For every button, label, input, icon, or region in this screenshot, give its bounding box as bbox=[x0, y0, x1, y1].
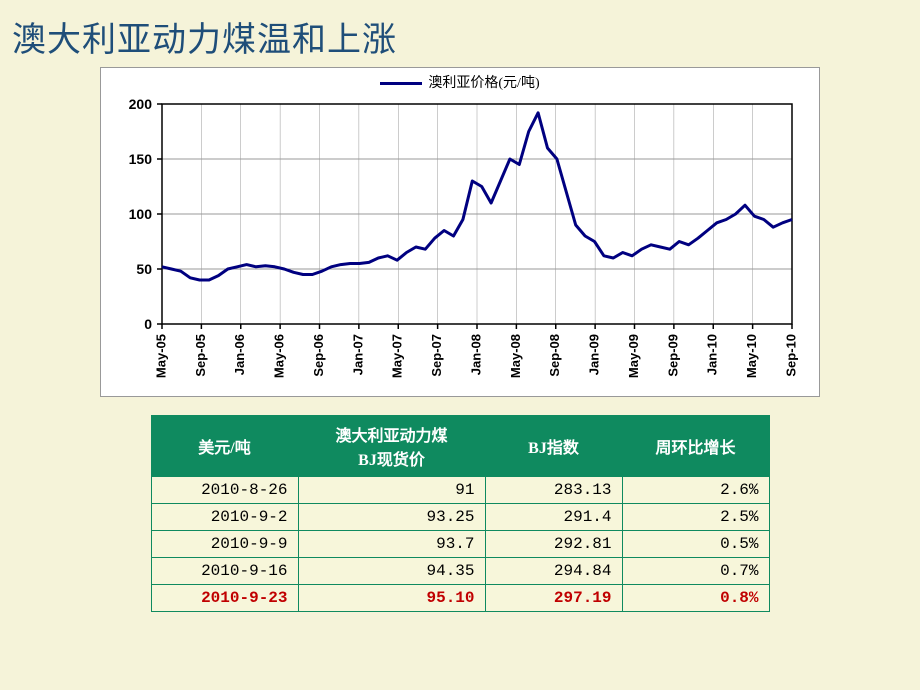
svg-text:200: 200 bbox=[129, 96, 153, 112]
table-cell: 93.7 bbox=[298, 531, 485, 558]
table-col-header: 周环比增长 bbox=[622, 416, 769, 477]
table-cell: 0.7% bbox=[622, 558, 769, 585]
table-cell: 2010-9-16 bbox=[151, 558, 298, 585]
svg-text:Jan-07: Jan-07 bbox=[350, 334, 365, 375]
table-cell: 283.13 bbox=[485, 477, 622, 504]
table-cell: 294.84 bbox=[485, 558, 622, 585]
table-cell: 91 bbox=[298, 477, 485, 504]
svg-text:150: 150 bbox=[129, 151, 153, 167]
table-cell: 291.4 bbox=[485, 504, 622, 531]
table-cell: 2.6% bbox=[622, 477, 769, 504]
table-col-header: 美元/吨 bbox=[151, 416, 298, 477]
svg-text:100: 100 bbox=[129, 206, 153, 222]
svg-text:Sep-10: Sep-10 bbox=[783, 334, 798, 377]
chart-legend: 澳利亚价格(元/吨) bbox=[107, 72, 813, 92]
svg-text:May-08: May-08 bbox=[508, 334, 523, 378]
table-cell: 0.8% bbox=[622, 585, 769, 612]
table-cell: 292.81 bbox=[485, 531, 622, 558]
svg-text:May-09: May-09 bbox=[626, 334, 641, 378]
table-row: 2010-9-993.7292.810.5% bbox=[151, 531, 769, 558]
svg-text:Jan-08: Jan-08 bbox=[468, 334, 483, 375]
table-cell: 2.5% bbox=[622, 504, 769, 531]
svg-text:Sep-09: Sep-09 bbox=[665, 334, 680, 377]
page-title: 澳大利亚动力煤温和上涨 bbox=[12, 12, 910, 61]
svg-text:Sep-07: Sep-07 bbox=[429, 334, 444, 377]
svg-text:May-06: May-06 bbox=[272, 334, 287, 378]
table-row: 2010-9-2395.10297.190.8% bbox=[151, 585, 769, 612]
table-header-row: 美元/吨澳大利亚动力煤BJ现货价BJ指数周环比增长 bbox=[151, 416, 769, 477]
svg-text:Sep-06: Sep-06 bbox=[311, 334, 326, 377]
price-table: 美元/吨澳大利亚动力煤BJ现货价BJ指数周环比增长 2010-8-2691283… bbox=[151, 415, 770, 612]
legend-line-icon bbox=[380, 82, 422, 85]
chart-plot-area: 0 50 100 150 200 May-05 Sep-05 Jan-06 May-06 Sep-… bbox=[107, 94, 807, 394]
svg-text:Jan-09: Jan-09 bbox=[587, 334, 602, 375]
svg-text:May-07: May-07 bbox=[390, 334, 405, 378]
svg-text:0: 0 bbox=[144, 316, 152, 332]
table-cell: 93.25 bbox=[298, 504, 485, 531]
table-col-header: BJ指数 bbox=[485, 416, 622, 477]
table-row: 2010-8-2691283.132.6% bbox=[151, 477, 769, 504]
table-row: 2010-9-293.25291.42.5% bbox=[151, 504, 769, 531]
table-col-header: 澳大利亚动力煤BJ现货价 bbox=[298, 416, 485, 477]
table-cell: 2010-8-26 bbox=[151, 477, 298, 504]
svg-text:Sep-08: Sep-08 bbox=[547, 334, 562, 377]
svg-text:Jan-10: Jan-10 bbox=[705, 334, 720, 375]
table-cell: 297.19 bbox=[485, 585, 622, 612]
table-row: 2010-9-1694.35294.840.7% bbox=[151, 558, 769, 585]
line-chart: 0 50 100 150 200 May-05 Sep-05 Jan-06 May-06 Sep-… bbox=[107, 94, 807, 394]
table-cell: 0.5% bbox=[622, 531, 769, 558]
svg-text:Sep-05: Sep-05 bbox=[193, 334, 208, 377]
svg-text:May-10: May-10 bbox=[744, 334, 759, 378]
svg-text:Jan-06: Jan-06 bbox=[232, 334, 247, 375]
table-cell: 2010-9-23 bbox=[151, 585, 298, 612]
svg-text:50: 50 bbox=[136, 261, 152, 277]
price-chart-card: 澳利亚价格(元/吨) 0 50 100 150 200 May-05 Sep-05 Jan-0… bbox=[100, 67, 820, 397]
table-cell: 2010-9-2 bbox=[151, 504, 298, 531]
table-cell: 94.35 bbox=[298, 558, 485, 585]
svg-text:May-05: May-05 bbox=[153, 334, 168, 378]
legend-label: 澳利亚价格(元/吨) bbox=[428, 76, 539, 91]
table-cell: 2010-9-9 bbox=[151, 531, 298, 558]
table-cell: 95.10 bbox=[298, 585, 485, 612]
table-body: 2010-8-2691283.132.6%2010-9-293.25291.42… bbox=[151, 477, 769, 612]
